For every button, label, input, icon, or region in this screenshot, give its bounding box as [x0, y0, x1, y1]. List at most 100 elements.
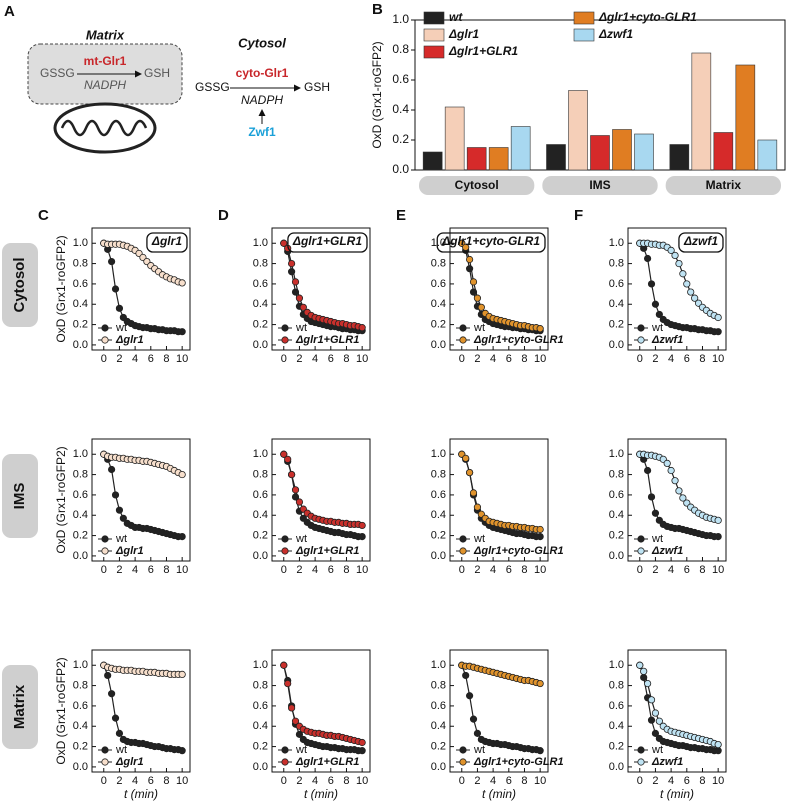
x-tick-label: 4 [490, 775, 496, 787]
y-tick-label: 0.2 [392, 132, 409, 146]
panel-letter: F [574, 207, 583, 224]
x-tick-label: 8 [343, 353, 349, 365]
x-tick-label: 4 [668, 564, 674, 576]
x-tick-label: 0 [637, 564, 643, 576]
y-tick-label: 0.8 [253, 679, 268, 691]
x-tick-label: 8 [343, 775, 349, 787]
y-tick-label: 0.6 [73, 700, 88, 712]
x-axis-label: t (min) [482, 787, 516, 801]
plot-frame [91, 227, 191, 351]
legend-marker [101, 547, 109, 555]
y-tick-label: 0.2 [609, 740, 624, 752]
plot-frame [449, 649, 549, 773]
y-tick-label: 1.0 [392, 12, 409, 26]
y-tick-label: 1.0 [431, 237, 446, 249]
plot-frame [627, 438, 727, 562]
y-tick-label: 0.4 [73, 509, 88, 521]
y-tick-label: 0.2 [253, 529, 268, 541]
legend-marker [281, 336, 289, 344]
data-point [469, 715, 478, 723]
x-tick-label: 2 [474, 353, 480, 365]
legend-label: Δglr1+GLR1 [295, 334, 359, 346]
y-tick-label: 0.2 [253, 318, 268, 330]
row-label: Matrix [11, 684, 28, 729]
x-tick-label: 8 [699, 353, 705, 365]
data-point [643, 254, 652, 263]
strain-label: Δglr1+cyto-GLR1 [441, 234, 540, 248]
matrix-product: GSH [144, 66, 170, 80]
y-tick-label: 0.6 [609, 489, 624, 501]
legend-label: wt [115, 533, 127, 545]
legend-label: wt [473, 322, 485, 334]
row-label-box [2, 243, 38, 327]
bar [691, 52, 712, 171]
data-point [655, 717, 663, 725]
data-point [178, 328, 186, 336]
matrix-substrate: GSSG [40, 66, 75, 80]
bar [568, 90, 588, 171]
bar [422, 151, 443, 171]
legend-label: wt [115, 322, 127, 334]
strain-label: Δglr1 [151, 234, 182, 248]
legend-label: wt [651, 533, 663, 545]
data-point [115, 729, 124, 737]
y-tick-label: 0.6 [431, 278, 446, 290]
x-tick-label: 10 [176, 353, 188, 365]
data-point [284, 679, 292, 688]
x-tick-label: 6 [148, 353, 154, 365]
bar [590, 135, 610, 171]
matrix-cofactor: NADPH [84, 78, 126, 92]
y-tick-label: 0.8 [253, 257, 268, 269]
data-point [714, 516, 722, 524]
data-point [280, 661, 288, 669]
y-axis-label: OxD (Grx1-roGFP2) [54, 446, 68, 553]
data-point [691, 294, 699, 302]
y-tick-label: 0.0 [609, 339, 624, 351]
strain-label: Δglr1+GLR1 [292, 234, 362, 248]
legend-marker [459, 547, 467, 555]
x-tick-label: 0 [459, 775, 465, 787]
legend-marker [101, 746, 109, 754]
plot-frame [271, 649, 371, 773]
legend-label: wt [651, 322, 663, 334]
data-point [536, 325, 544, 333]
y-tick-label: 0.6 [609, 278, 624, 290]
x-tick-label: 2 [116, 353, 122, 365]
x-tick-label: 8 [163, 353, 169, 365]
legend-swatch [423, 45, 445, 59]
x-tick-label: 0 [637, 353, 643, 365]
x-tick-label: 6 [328, 564, 334, 576]
x-tick-label: Cytosol [455, 178, 499, 192]
data-point [469, 278, 478, 286]
data-point [108, 690, 116, 698]
bar [713, 132, 734, 171]
data-point [115, 506, 124, 514]
data-point [473, 503, 482, 511]
legend-marker [101, 324, 109, 332]
data-point [291, 486, 300, 494]
y-tick-label: 0.2 [431, 529, 446, 541]
data-point [287, 470, 296, 479]
y-tick-label: 0.4 [253, 298, 268, 310]
data-point [536, 747, 544, 755]
data-point [647, 280, 656, 288]
bar [510, 126, 531, 171]
legend-marker [281, 324, 289, 332]
data-point [636, 661, 644, 669]
data-point [287, 259, 296, 268]
data-point [111, 285, 120, 293]
x-tick-label: 6 [684, 775, 690, 787]
legend-label: Δglr1 [115, 545, 144, 557]
y-tick-label: 0.4 [73, 298, 88, 310]
y-tick-label: 0.0 [431, 761, 446, 773]
plot-frame [91, 649, 191, 773]
legend-marker [637, 746, 645, 754]
legend-label: Δglr1+GLR1 [295, 756, 359, 768]
data-point [675, 259, 683, 268]
x-tick-label: 4 [490, 353, 496, 365]
data-point [295, 498, 304, 506]
data-point [299, 303, 307, 311]
x-tick-label: 8 [699, 564, 705, 576]
data-point [358, 747, 366, 755]
y-tick-label: 1.0 [431, 659, 446, 671]
